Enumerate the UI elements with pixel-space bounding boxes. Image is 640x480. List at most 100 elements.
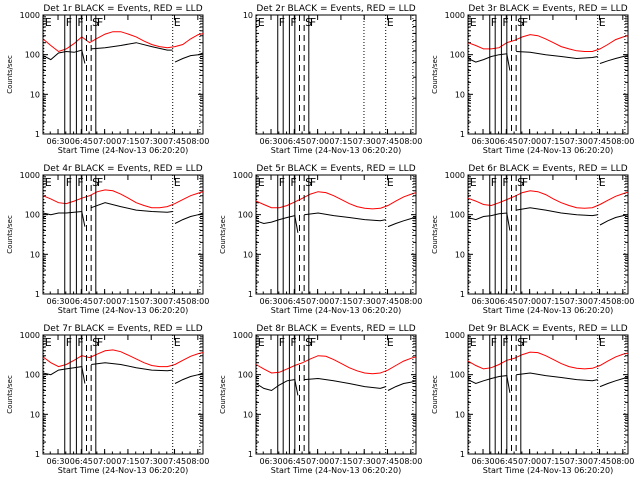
chart-panel-6: Det 6r BLACK = Events, RED = LLD 1 10 100 10… — [431, 164, 634, 315]
x-tick-label: 08:00 — [399, 137, 422, 146]
chart-title: Det 3r BLACK = Events, RED = LLD — [468, 4, 627, 14]
event-marker-label: F — [310, 336, 316, 349]
event-marker-label: F — [279, 16, 285, 29]
x-axis-label: Start Time (24-Nov-13 06:20:20) — [483, 306, 613, 315]
y-tick-label: 1 — [35, 450, 40, 459]
series-line-events — [91, 42, 173, 51]
plot-frame — [255, 334, 417, 455]
y-tick-label: 10 — [455, 250, 465, 259]
chart-title: Det 9r BLACK = Events, RED = LLD — [468, 324, 627, 334]
x-tick-label: 06:30 — [46, 457, 69, 466]
chart-panel-9: Det 9r BLACK = Events, RED = LLD 1 10 100 10… — [431, 324, 634, 475]
x-axis-label: Start Time (24-Nov-13 06:20:20) — [483, 146, 613, 155]
event-marker-label: F — [97, 16, 103, 29]
chart-title: Det 1r BLACK = Events, RED = LLD — [43, 4, 202, 14]
y-tick-label: 10 — [243, 11, 253, 20]
x-tick-label: 07:45 — [588, 137, 611, 146]
y-axis-label: Counts/sec — [6, 55, 14, 94]
x-tick-label: 07:45 — [376, 297, 399, 306]
x-tick-label: 06:30 — [259, 457, 282, 466]
event-marker-label: F — [66, 176, 72, 189]
event-marker-label: E — [387, 176, 394, 189]
chart-title: Det 2r BLACK = Events, RED = LLD — [256, 4, 415, 14]
chart-title: Det 7r BLACK = Events, RED = LLD — [43, 324, 202, 334]
event-marker-label: F — [66, 16, 72, 29]
x-tick-label: 07:30 — [140, 457, 163, 466]
chart-panel-5: Det 5r BLACK = Events, RED = LLD 1 10 100 10… — [219, 164, 422, 315]
event-marker-label: E — [258, 16, 265, 29]
series-line-lld — [42, 31, 204, 53]
x-tick-label: 06:30 — [471, 137, 494, 146]
y-tick-label: 1000 — [445, 331, 465, 340]
x-tick-label: 07:00 — [518, 297, 541, 306]
event-marker-label: F — [77, 176, 83, 189]
y-axis-label: Counts/sec — [431, 55, 439, 94]
x-tick-label: 07:15 — [541, 457, 564, 466]
y-tick-label: 1000 — [20, 171, 40, 180]
x-tick-label: 06:45 — [70, 137, 93, 146]
event-marker-label: F — [97, 336, 103, 349]
x-axis-label: Start Time (24-Nov-13 06:20:20) — [58, 466, 188, 475]
event-marker-label: F — [491, 176, 497, 189]
y-tick-label: 1000 — [233, 331, 253, 340]
x-tick-label: 06:45 — [70, 297, 93, 306]
x-tick-label: 07:30 — [353, 457, 376, 466]
chart-panel-1: Det 1r BLACK = Events, RED = LLD 1 10 100 10… — [6, 4, 209, 155]
y-tick-label: 100 — [25, 371, 40, 380]
chart-panel-3: Det 3r BLACK = Events, RED = LLD 1 10 100 10… — [431, 4, 634, 155]
y-tick-label: 100 — [238, 371, 253, 380]
x-tick-label: 07:30 — [353, 137, 376, 146]
plot-frame — [255, 174, 417, 295]
y-tick-label: 1000 — [445, 171, 465, 180]
event-marker-label: E — [174, 16, 181, 29]
series-line-events — [467, 375, 511, 393]
series-line-events — [304, 377, 386, 389]
x-axis-label: Start Time (24-Nov-13 06:20:20) — [271, 466, 401, 475]
plot-frame — [42, 334, 204, 455]
chart-title: Det 5r BLACK = Events, RED = LLD — [256, 164, 415, 174]
x-tick-label: 08:00 — [399, 457, 422, 466]
series-line-events — [516, 207, 598, 217]
series-line-events — [91, 202, 173, 213]
series-line-events — [42, 49, 86, 64]
y-tick-label: 1 — [460, 450, 465, 459]
event-marker-label: F — [310, 176, 316, 189]
event-marker-label: F — [502, 336, 508, 349]
x-axis-label: Start Time (24-Nov-13 06:20:20) — [483, 466, 613, 475]
event-marker-label: E — [45, 16, 52, 29]
event-marker-label: E — [258, 336, 265, 349]
x-axis-label: Start Time (24-Nov-13 06:20:20) — [58, 146, 188, 155]
y-axis-label: Counts/sec — [6, 375, 14, 414]
event-marker-label: F — [77, 16, 83, 29]
x-tick-label: 08:00 — [186, 297, 209, 306]
event-marker-label: E — [45, 336, 52, 349]
y-axis-label: Counts/sec — [219, 375, 227, 414]
event-marker-label: E — [174, 336, 181, 349]
event-marker-label: F — [66, 336, 72, 349]
event-marker-label: F — [290, 176, 296, 189]
x-tick-label: 08:00 — [611, 137, 634, 146]
y-tick-label: 1000 — [233, 171, 253, 180]
y-axis-label: Counts/sec — [431, 215, 439, 254]
series-line-lld — [42, 189, 204, 209]
event-marker-label: E — [45, 176, 52, 189]
x-tick-label: 08:00 — [399, 297, 422, 306]
plot-frame — [467, 174, 629, 295]
y-tick-label: 10 — [455, 410, 465, 419]
series-line-events — [255, 214, 299, 233]
event-marker-label: F — [491, 336, 497, 349]
series-line-events — [255, 379, 299, 396]
event-marker-label: E — [599, 176, 606, 189]
series-line-events — [467, 53, 511, 71]
series-line-lld — [467, 34, 629, 52]
y-tick-label: 10 — [243, 410, 253, 419]
y-tick-label: 100 — [238, 211, 253, 220]
event-marker-label: E — [599, 16, 606, 29]
y-tick-label: 10 — [30, 410, 40, 419]
event-marker-label: F — [77, 336, 83, 349]
y-tick-label: 1 — [460, 290, 465, 299]
x-tick-label: 07:15 — [541, 297, 564, 306]
y-tick-label: 100 — [25, 211, 40, 220]
